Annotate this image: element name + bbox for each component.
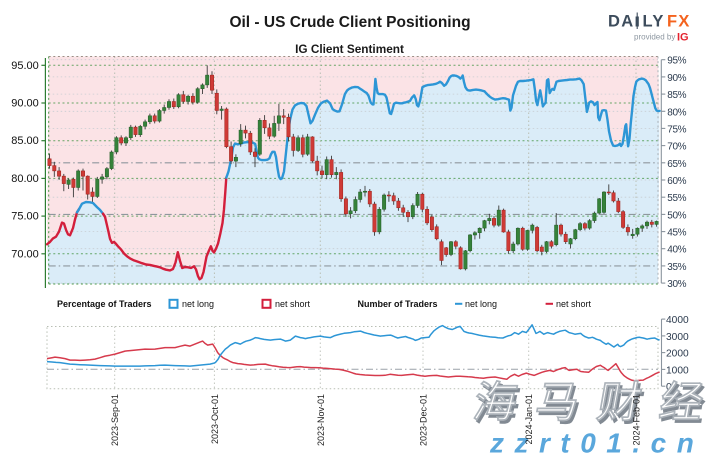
- svg-text:Oil - US Crude Client Position: Oil - US Crude Client Positioning: [229, 14, 470, 31]
- svg-text:4000: 4000: [666, 315, 689, 326]
- svg-text:85%: 85%: [667, 90, 686, 101]
- svg-text:30%: 30%: [667, 279, 686, 290]
- svg-text:海马财经: 海马财经: [470, 379, 719, 427]
- svg-text:DA: DA: [608, 13, 634, 31]
- svg-text:net long: net long: [182, 299, 214, 309]
- svg-text:net short: net short: [275, 299, 311, 309]
- svg-text:55%: 55%: [667, 193, 686, 204]
- svg-text:40%: 40%: [667, 245, 686, 256]
- svg-text:50%: 50%: [667, 210, 686, 221]
- svg-text:2024-Feb-01: 2024-Feb-01: [632, 394, 642, 446]
- svg-text:Number of Traders: Number of Traders: [358, 299, 438, 309]
- svg-text:LY: LY: [643, 13, 665, 31]
- svg-text:80.00: 80.00: [11, 173, 39, 185]
- svg-text:95%: 95%: [667, 56, 686, 67]
- svg-text:70.00: 70.00: [11, 248, 39, 260]
- svg-text:95.00: 95.00: [11, 60, 39, 72]
- svg-text:net short: net short: [556, 299, 592, 309]
- svg-text:75.00: 75.00: [11, 211, 39, 223]
- svg-text:FX: FX: [667, 13, 691, 31]
- svg-text:zzrt01.cn: zzrt01.cn: [489, 428, 704, 459]
- svg-text:2023-Sep-01: 2023-Sep-01: [110, 394, 120, 446]
- svg-text:85.00: 85.00: [11, 135, 39, 147]
- svg-text:2024-Jan-01: 2024-Jan-01: [524, 394, 534, 445]
- svg-text:2023-Dec-01: 2023-Dec-01: [419, 394, 429, 446]
- svg-text:0: 0: [666, 382, 672, 393]
- svg-text:zzrt01.cn: zzrt01.cn: [489, 428, 704, 459]
- svg-text:2023-Oct-01: 2023-Oct-01: [210, 394, 220, 444]
- svg-text:Percentage of Traders: Percentage of Traders: [57, 299, 152, 309]
- svg-text:net long: net long: [465, 299, 497, 309]
- svg-text:80%: 80%: [667, 107, 686, 118]
- svg-text:2000: 2000: [666, 349, 689, 360]
- svg-text:3000: 3000: [666, 332, 689, 343]
- svg-text:1000: 1000: [666, 365, 689, 376]
- svg-text:45%: 45%: [667, 228, 686, 239]
- svg-text:70%: 70%: [667, 142, 686, 153]
- svg-text:65%: 65%: [667, 159, 686, 170]
- svg-text:75%: 75%: [667, 124, 686, 135]
- svg-text:海马财经: 海马财经: [472, 382, 719, 430]
- svg-text:60%: 60%: [667, 176, 686, 187]
- svg-text:90%: 90%: [667, 73, 686, 84]
- svg-text:2023-Nov-01: 2023-Nov-01: [316, 394, 326, 446]
- svg-text:provided by: provided by: [634, 33, 675, 42]
- svg-text:IG Client Sentiment: IG Client Sentiment: [295, 42, 404, 56]
- svg-text:35%: 35%: [667, 262, 686, 273]
- svg-text:90.00: 90.00: [11, 98, 39, 110]
- svg-text:IG: IG: [677, 32, 689, 44]
